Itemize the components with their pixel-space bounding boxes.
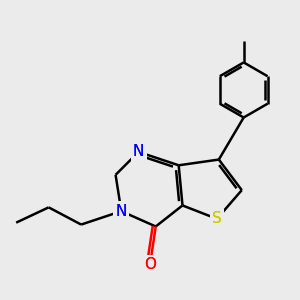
Text: N: N — [133, 144, 144, 159]
Text: O: O — [144, 257, 156, 272]
Text: N: N — [133, 144, 144, 159]
Text: S: S — [212, 211, 222, 226]
Text: O: O — [144, 257, 156, 272]
Text: N: N — [116, 204, 127, 219]
Text: S: S — [212, 211, 222, 226]
Text: N: N — [116, 204, 127, 219]
